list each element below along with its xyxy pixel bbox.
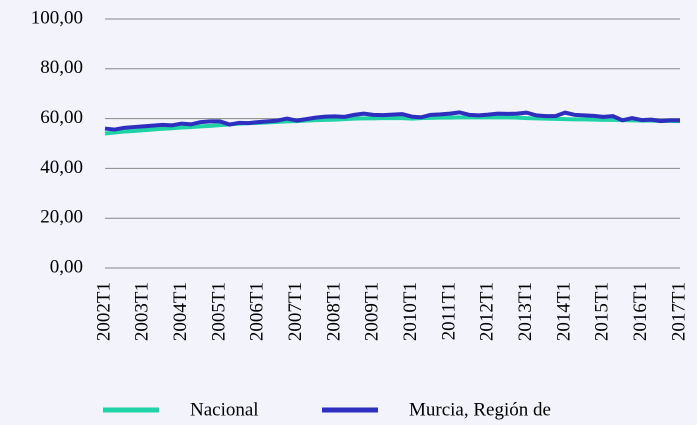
y-tick-label: 80,00 (40, 57, 83, 78)
x-tick-label: 2008T1 (323, 282, 344, 341)
x-tick-label: 2014T1 (553, 282, 574, 341)
x-tick-label: 2004T1 (170, 282, 191, 341)
y-tick-label: 40,00 (40, 157, 83, 178)
x-tick-label: 2015T1 (592, 282, 613, 341)
legend-label: Nacional (190, 399, 259, 420)
x-tick-label: 2010T1 (400, 282, 421, 341)
x-tick-label: 2005T1 (208, 282, 229, 341)
x-tick-label: 2011T1 (438, 282, 459, 340)
x-tick-label: 2016T1 (630, 282, 651, 341)
y-tick-label: 0,00 (50, 256, 83, 277)
y-tick-label: 100,00 (31, 7, 83, 28)
x-tick-label: 2012T1 (477, 282, 498, 341)
x-tick-label: 2017T1 (668, 282, 689, 341)
x-tick-label: 2013T1 (515, 282, 536, 341)
x-tick-label: 2006T1 (247, 282, 268, 341)
data-line (104, 110, 680, 132)
x-tick-label: 2009T1 (362, 282, 383, 341)
legend-label: Murcia, Región de (409, 399, 551, 420)
x-tick-label: 2007T1 (285, 282, 306, 341)
data-line (104, 115, 681, 136)
y-tick-label: 60,00 (40, 107, 83, 128)
x-tick-label: 2003T1 (132, 282, 153, 341)
x-tick-label: 2002T1 (93, 282, 114, 341)
y-tick-label: 20,00 (40, 207, 83, 228)
